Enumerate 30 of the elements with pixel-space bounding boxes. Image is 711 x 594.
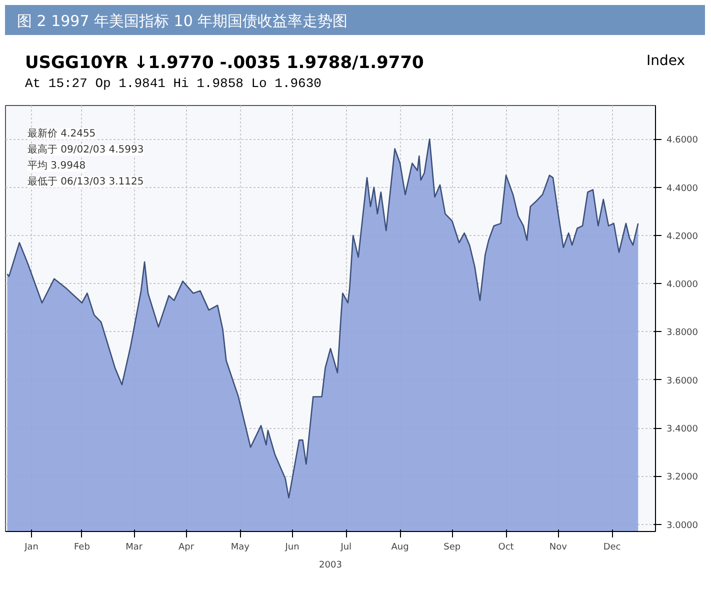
y-tick-label: 3.2000: [666, 472, 698, 483]
x-tick-label: Dec: [603, 542, 621, 552]
y-tick-label: 3.8000: [666, 328, 698, 338]
x-tick-label: May: [230, 542, 250, 552]
annotation: 平均 3.9948: [28, 160, 86, 172]
y-tick-label: 4.4000: [666, 184, 698, 194]
y-tick-label: 3.6000: [666, 376, 698, 386]
x-tick-label: Jan: [24, 542, 39, 552]
x-tick-label: Oct: [498, 542, 514, 552]
x-tick-label: Aug: [391, 542, 409, 552]
x-tick-label: Sep: [444, 542, 461, 552]
x-tick-label: Mar: [126, 542, 143, 552]
chart-subtitle: USGG10YR ↓1.9770 -.0035 1.9788/1.9770: [25, 52, 424, 75]
x-tick-label: Apr: [178, 542, 194, 552]
y-tick-label: 4.0000: [666, 280, 698, 290]
y-tick-label: 3.4000: [666, 424, 698, 435]
y-tick-label: 3.0000: [666, 520, 698, 531]
x-axis-title: 2003: [319, 560, 342, 570]
annotation: 最高于 09/02/03 4.5993: [28, 144, 144, 156]
y-tick-label: 4.6000: [666, 136, 698, 146]
x-tick-label: Jun: [284, 542, 300, 552]
annotation: 最新价 4.2455: [28, 128, 96, 140]
x-tick-label: Nov: [549, 542, 568, 552]
text: Index: [646, 52, 685, 71]
text: At 15:27 Op 1.9841 Hi 1.9858 Lo 1.9630: [25, 75, 322, 94]
y-tick-label: 4.2000: [666, 232, 698, 242]
annotation: 最低于 06/13/03 3.1125: [28, 176, 144, 188]
x-tick-label: Jul: [340, 542, 352, 552]
chart-title: 图 2 1997 年美国指标 10 年期国债收益率走势图: [17, 11, 348, 32]
x-tick-label: Feb: [74, 542, 90, 552]
